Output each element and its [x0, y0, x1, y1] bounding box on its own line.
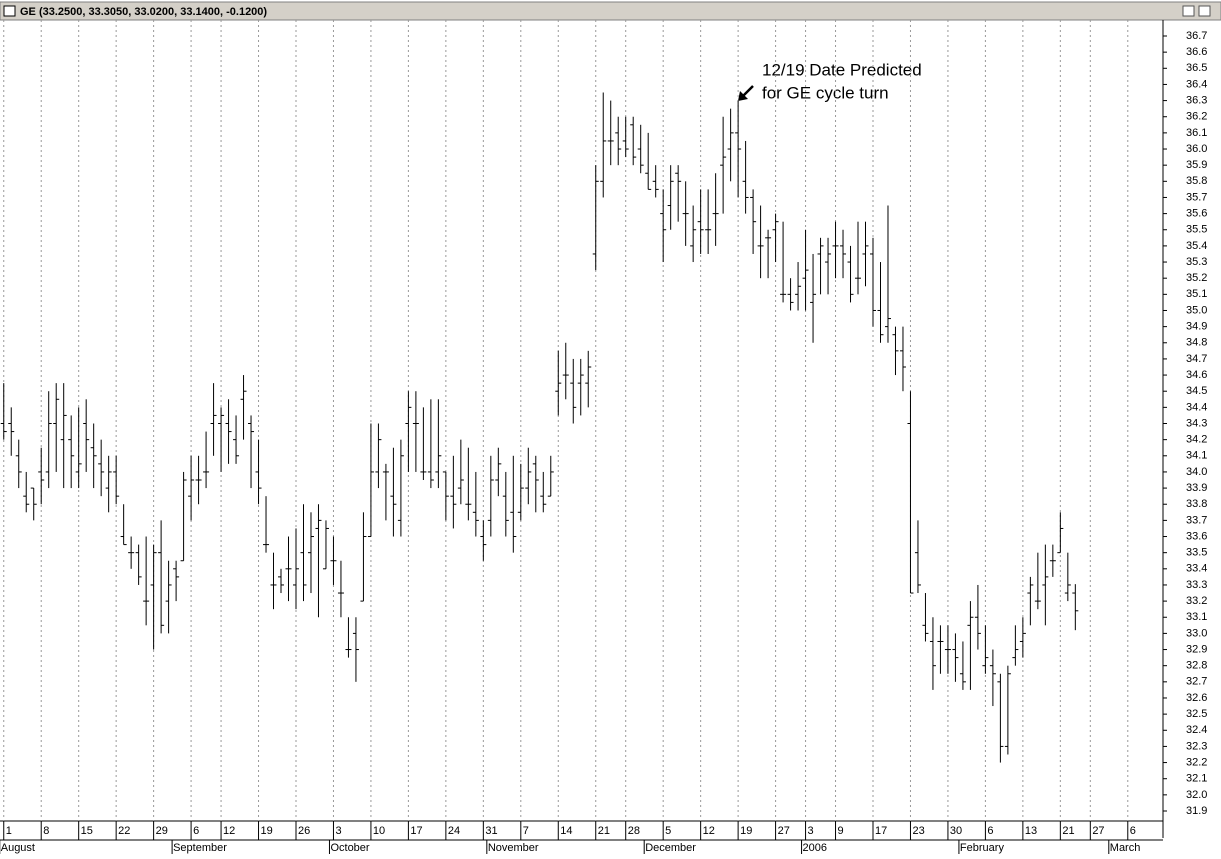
month-label: December [645, 842, 696, 854]
x-tick-label: 26 [298, 825, 310, 837]
y-tick-label: 33.1 [1186, 611, 1207, 623]
x-tick-label: 29 [156, 825, 168, 837]
y-tick-label: 35.0 [1186, 304, 1207, 316]
month-label: February [960, 842, 1005, 854]
y-tick-label: 35.2 [1186, 272, 1207, 284]
y-tick-label: 32.9 [1186, 643, 1207, 655]
y-tick-label: 32.7 [1186, 676, 1207, 688]
y-tick-label: 34.3 [1186, 417, 1207, 429]
y-tick-label: 32.5 [1186, 708, 1207, 720]
x-tick-label: 15 [81, 825, 93, 837]
y-tick-label: 32.2 [1186, 756, 1207, 768]
y-tick-label: 33.4 [1186, 563, 1207, 575]
annotation-arrowhead [738, 91, 748, 101]
y-tick-label: 35.6 [1186, 208, 1207, 220]
annotation: for GE cycle turn [762, 83, 889, 102]
x-tick-label: 24 [448, 825, 460, 837]
x-tick-label: 17 [410, 825, 422, 837]
month-label: 2006 [803, 842, 827, 854]
month-label: August [1, 842, 35, 854]
y-tick-label: 32.4 [1186, 724, 1207, 736]
x-tick-label: 5 [665, 825, 671, 837]
y-tick-label: 32.8 [1186, 660, 1207, 672]
y-tick-label: 36.7 [1186, 30, 1207, 42]
x-tick-label: 19 [261, 825, 273, 837]
y-tick-label: 36.3 [1186, 94, 1207, 106]
y-tick-label: 33.7 [1186, 514, 1207, 526]
y-tick-label: 32.6 [1186, 692, 1207, 704]
x-tick-label: 28 [628, 825, 640, 837]
y-tick-label: 35.5 [1186, 224, 1207, 236]
x-tick-label: 19 [740, 825, 752, 837]
y-tick-label: 31.9 [1186, 805, 1207, 817]
x-tick-label: 21 [598, 825, 610, 837]
y-tick-label: 34.5 [1186, 385, 1207, 397]
month-label: March [1110, 842, 1141, 854]
y-tick-label: 35.7 [1186, 191, 1207, 203]
y-tick-label: 34.9 [1186, 321, 1207, 333]
x-tick-label: 17 [875, 825, 887, 837]
y-tick-label: 32.0 [1186, 789, 1207, 801]
x-tick-label: 3 [335, 825, 341, 837]
y-tick-label: 36.2 [1186, 111, 1207, 123]
x-tick-label: 12 [703, 825, 715, 837]
y-tick-label: 34.1 [1186, 450, 1207, 462]
y-tick-label: 33.3 [1186, 579, 1207, 591]
y-tick-label: 33.9 [1186, 482, 1207, 494]
y-tick-label: 36.5 [1186, 62, 1207, 74]
y-tick-label: 34.2 [1186, 434, 1207, 446]
window-title: GE (33.2500, 33.3050, 33.0200, 33.1400, … [20, 6, 267, 18]
y-tick-label: 32.1 [1186, 773, 1207, 785]
y-tick-label: 34.0 [1186, 466, 1207, 478]
x-tick-label: 6 [1130, 825, 1136, 837]
x-tick-label: 22 [118, 825, 130, 837]
close-button[interactable] [1198, 5, 1211, 17]
x-tick-label: 12 [223, 825, 235, 837]
x-tick-label: 27 [778, 825, 790, 837]
y-tick-label: 36.1 [1186, 127, 1207, 139]
x-tick-label: 3 [808, 825, 814, 837]
x-tick-label: 13 [1025, 825, 1037, 837]
y-tick-label: 33.8 [1186, 498, 1207, 510]
x-tick-label: 21 [1062, 825, 1074, 837]
y-tick-label: 35.3 [1186, 256, 1207, 268]
maximize-button[interactable] [1182, 5, 1195, 17]
y-tick-label: 35.1 [1186, 288, 1207, 300]
y-tick-label: 36.6 [1186, 46, 1207, 58]
y-tick-label: 35.9 [1186, 159, 1207, 171]
y-tick-label: 34.7 [1186, 353, 1207, 365]
y-tick-label: 35.8 [1186, 175, 1207, 187]
y-tick-label: 34.6 [1186, 369, 1207, 381]
x-tick-label: 1 [6, 825, 12, 837]
x-tick-label: 6 [193, 825, 199, 837]
y-tick-label: 34.4 [1186, 401, 1207, 413]
y-tick-label: 33.5 [1186, 547, 1207, 559]
x-tick-label: 14 [560, 825, 572, 837]
month-label: November [488, 842, 539, 854]
x-tick-label: 31 [485, 825, 497, 837]
y-tick-label: 35.4 [1186, 240, 1207, 252]
month-label: September [173, 842, 227, 854]
x-tick-label: 9 [838, 825, 844, 837]
window-icon[interactable] [3, 5, 16, 17]
y-tick-label: 36.0 [1186, 143, 1207, 155]
title-bar [0, 1, 1221, 21]
x-tick-label: 7 [523, 825, 529, 837]
annotation: 12/19 Date Predicted [762, 60, 922, 79]
x-tick-label: 30 [950, 825, 962, 837]
y-tick-label: 33.6 [1186, 530, 1207, 542]
x-tick-label: 10 [373, 825, 385, 837]
y-tick-label: 32.3 [1186, 740, 1207, 752]
x-tick-label: 6 [987, 825, 993, 837]
month-label: October [330, 842, 369, 854]
x-tick-label: 8 [43, 825, 49, 837]
x-tick-label: 23 [912, 825, 924, 837]
x-tick-label: 27 [1092, 825, 1104, 837]
y-tick-label: 33.0 [1186, 627, 1207, 639]
y-tick-label: 34.8 [1186, 337, 1207, 349]
y-tick-label: 36.4 [1186, 78, 1207, 90]
y-tick-label: 33.2 [1186, 595, 1207, 607]
